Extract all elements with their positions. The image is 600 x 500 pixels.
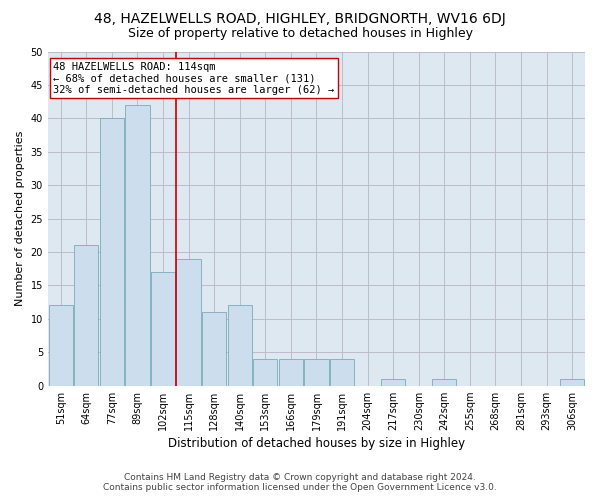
Bar xyxy=(125,105,149,386)
Bar xyxy=(74,246,98,386)
Bar xyxy=(279,359,303,386)
Bar xyxy=(560,379,584,386)
Bar xyxy=(151,272,175,386)
Bar xyxy=(176,258,201,386)
X-axis label: Distribution of detached houses by size in Highley: Distribution of detached houses by size … xyxy=(168,437,465,450)
Bar xyxy=(49,306,73,386)
Bar xyxy=(253,359,277,386)
Bar xyxy=(432,379,457,386)
Bar xyxy=(100,118,124,386)
Y-axis label: Number of detached properties: Number of detached properties xyxy=(15,131,25,306)
Text: Contains HM Land Registry data © Crown copyright and database right 2024.
Contai: Contains HM Land Registry data © Crown c… xyxy=(103,473,497,492)
Text: 48, HAZELWELLS ROAD, HIGHLEY, BRIDGNORTH, WV16 6DJ: 48, HAZELWELLS ROAD, HIGHLEY, BRIDGNORTH… xyxy=(94,12,506,26)
Text: 48 HAZELWELLS ROAD: 114sqm
← 68% of detached houses are smaller (131)
32% of sem: 48 HAZELWELLS ROAD: 114sqm ← 68% of deta… xyxy=(53,62,335,94)
Bar xyxy=(227,306,252,386)
Text: Size of property relative to detached houses in Highley: Size of property relative to detached ho… xyxy=(128,28,473,40)
Bar xyxy=(381,379,406,386)
Bar xyxy=(330,359,354,386)
Bar xyxy=(202,312,226,386)
Bar xyxy=(304,359,329,386)
